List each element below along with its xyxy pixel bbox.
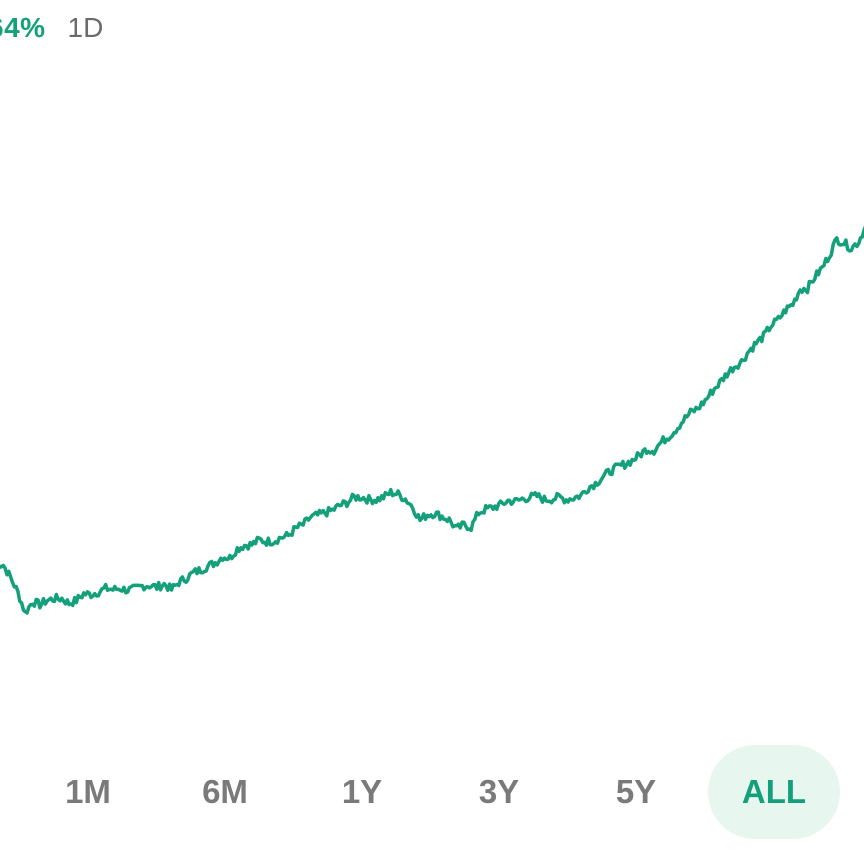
price-series-line	[0, 225, 864, 615]
change-percent: 64%	[0, 12, 46, 43]
range-3y-button[interactable]: 3Y	[433, 745, 565, 839]
range-selector: 1M 6M 1Y 3Y 5Y ALL	[0, 745, 864, 839]
range-6m-button[interactable]: 6M	[159, 745, 291, 839]
range-1m-button[interactable]: 1M	[22, 745, 154, 839]
change-period: 1D	[67, 12, 104, 43]
range-all-button[interactable]: ALL	[708, 745, 840, 839]
price-chart[interactable]	[0, 0, 864, 720]
range-1y-button[interactable]: 1Y	[296, 745, 428, 839]
price-chart-svg	[0, 225, 864, 615]
price-change-header: 64% 1D	[0, 8, 103, 48]
range-5y-button[interactable]: 5Y	[570, 745, 702, 839]
